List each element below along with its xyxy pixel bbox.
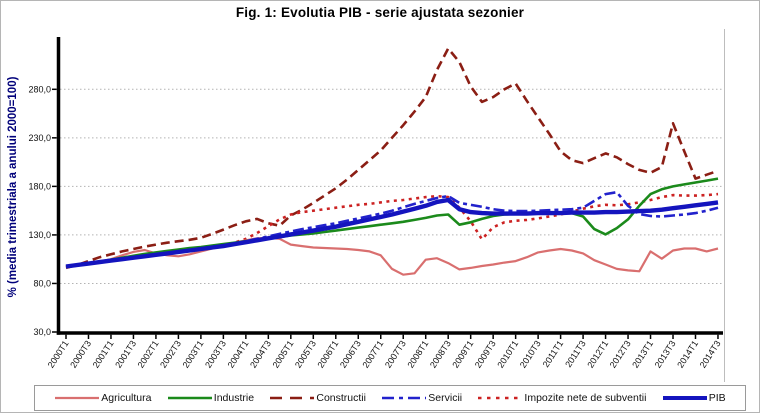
y-tick-label: 130,0 <box>28 230 51 240</box>
x-tick-label: 2007T3 <box>383 339 408 370</box>
x-tick-label: 2006T1 <box>315 339 340 370</box>
legend-line-sample <box>270 396 315 400</box>
y-tick-label: 30,0 <box>33 327 51 337</box>
x-tick-label: 2009T3 <box>473 339 498 370</box>
y-tick-label: 80,0 <box>33 278 51 288</box>
x-tick-label: 2006T3 <box>338 339 363 370</box>
x-tick-label: 2013T3 <box>653 339 678 370</box>
chart-title: Fig. 1: Evolutia PIB - serie ajustata se… <box>235 5 525 20</box>
legend-item-constructii: Constructii <box>269 392 366 404</box>
x-tick-label: 2002T3 <box>158 339 183 370</box>
x-tick-label: 2010T1 <box>495 339 520 370</box>
x-tick-label: 2004T3 <box>248 339 273 370</box>
legend-label: Agricultura <box>101 392 152 404</box>
legend-line-sample <box>478 396 523 400</box>
x-tick-label: 2007T1 <box>360 339 385 370</box>
x-tick-label: 2003T1 <box>181 339 206 370</box>
x-tick-label: 2002T1 <box>136 339 161 370</box>
legend-item-servicii: Servicii <box>381 392 462 404</box>
x-tick-label: 2001T1 <box>91 339 116 370</box>
x-tick-label: 2005T3 <box>293 339 318 370</box>
x-tick-label: 2005T1 <box>270 339 295 370</box>
legend-item-industrie: Industrie <box>167 392 254 404</box>
x-tick-label: 2012T1 <box>585 339 610 370</box>
x-tick-label: 2000T3 <box>68 339 93 370</box>
x-tick-label: 2008T1 <box>405 339 430 370</box>
x-tick-label: 2014T1 <box>675 339 700 370</box>
x-tick-label: 2011T1 <box>541 339 566 369</box>
legend-line-sample <box>662 396 707 400</box>
series-line-constructii <box>65 47 719 270</box>
series-line-pib <box>65 197 719 269</box>
x-tick-label: 2014T3 <box>698 339 723 370</box>
legend-label: PIB <box>708 392 726 404</box>
x-tick-label: 2013T1 <box>630 339 655 370</box>
x-tick-label: 2000T1 <box>46 339 71 370</box>
legend-item-pib: PIB <box>662 392 726 404</box>
axes <box>52 37 723 339</box>
legend-label: Impozite nete de subventii <box>524 392 647 404</box>
series-lines <box>65 47 719 276</box>
legend-item-agricultura: Agricultura <box>54 392 152 404</box>
y-tick-label: 280,0 <box>28 84 51 94</box>
legend-line-sample <box>167 396 212 400</box>
series-line-impozite-nete-de-subventii <box>65 192 719 269</box>
legend-label: Industrie <box>213 392 255 404</box>
x-tick-label: 2010T3 <box>518 339 543 370</box>
legend-item-impozite-nete-de-subventii: Impozite nete de subventii <box>477 392 646 404</box>
legend-label: Constructii <box>316 392 366 404</box>
legend-label: Servicii <box>428 392 463 404</box>
y-tick-label: 180,0 <box>28 181 51 191</box>
y-axis-title: % (media trimestriala a anului 2000=100) <box>7 76 19 297</box>
x-tick-label: 2004T1 <box>226 339 251 370</box>
x-tick-label: 2009T1 <box>450 339 475 370</box>
y-tick-label: 230,0 <box>28 133 51 143</box>
gridlines <box>60 29 725 382</box>
x-tick-label: 2012T3 <box>608 339 633 370</box>
x-tick-label: 2003T3 <box>203 339 228 370</box>
legend: Agricultura Industrie Constructii Servicii I… <box>34 385 746 411</box>
legend-line-sample <box>55 396 100 400</box>
series-line-agricultura <box>65 236 719 276</box>
series-line-industrie <box>65 177 719 268</box>
legend-line-sample <box>382 396 427 400</box>
x-tick-label: 2001T3 <box>113 339 138 370</box>
x-tick-label: 2008T3 <box>428 339 453 370</box>
